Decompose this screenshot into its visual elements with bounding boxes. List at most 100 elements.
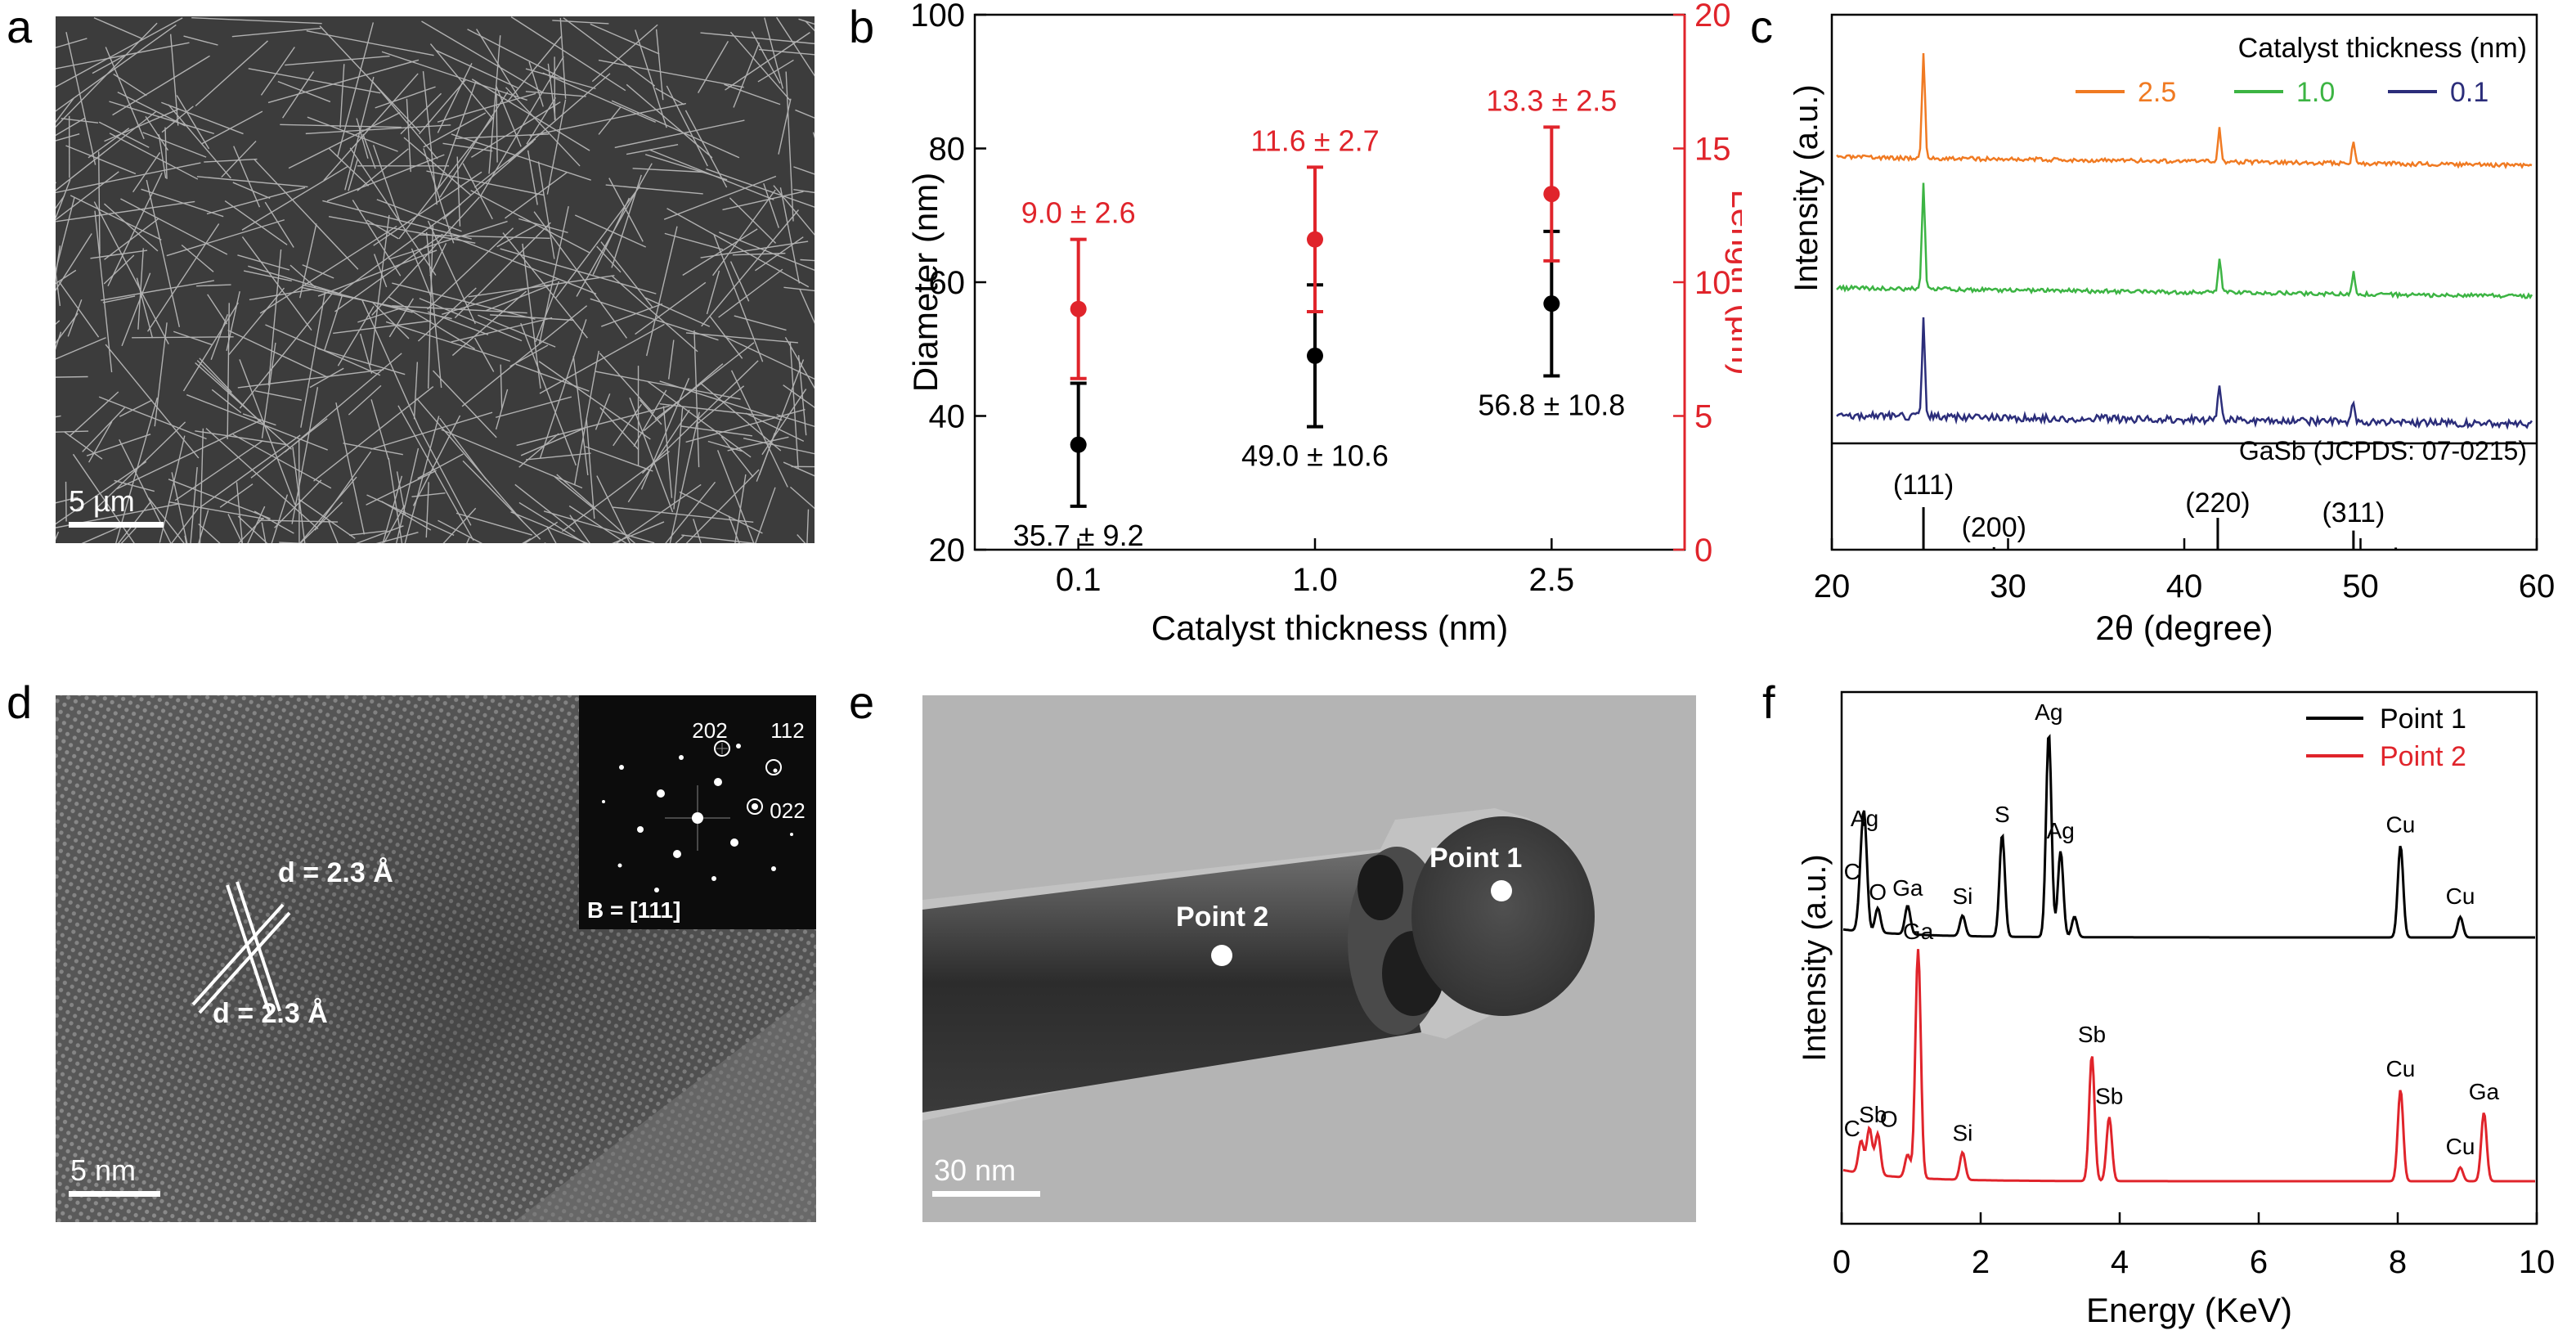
panel-label-d: d (7, 676, 33, 728)
fft-spot-2: 112 (770, 718, 804, 743)
chart-b-ytick-right-label: 10 (1694, 265, 1731, 301)
chart-f-peak-label: S (1995, 802, 2010, 827)
chart-c-ref-label: GaSb (JCPDS: 07-0215) (2239, 436, 2527, 465)
scale-bar-d (69, 1191, 160, 1197)
chart-f-peak-label: Cu (2446, 1134, 2475, 1159)
fft-spot-3: 022 (770, 798, 805, 823)
chart-c-legend-label: 0.1 (2450, 77, 2488, 108)
chart-f-peak-label: Cu (2386, 812, 2416, 838)
chart-b-ytick-right-label: 20 (1694, 0, 1731, 34)
chart-f-peak-label: Cu (2386, 1056, 2416, 1081)
chart-c-xtick-label: 40 (2166, 569, 2203, 605)
chart-c-legend-label: 2.5 (2138, 77, 2176, 108)
chart-c-legend-title: Catalyst thickness (nm) (2238, 33, 2527, 64)
fft-pattern: 202 112 022 B = [111] (587, 718, 806, 923)
scale-bar-a (69, 522, 164, 528)
chart-f-peak-label: Sb (2078, 1022, 2106, 1047)
chart-b-ytick-label: 100 (910, 0, 965, 34)
tem-image-tip: Point 1 Point 2 30 nm (922, 695, 1696, 1222)
chart-f-trace (1842, 949, 2535, 1183)
chart-f-peak-label: Ag (2047, 818, 2075, 843)
sem-image-nanowires: 5 µm (56, 16, 815, 543)
chart-c-trace (1836, 52, 2533, 169)
lattice-texture (56, 695, 816, 1222)
chart-f-legend-label: Point 1 (2380, 703, 2466, 735)
chart-f-xlabel: Energy (KeV) (2086, 1291, 2292, 1329)
chart-f-legend-label: Point 2 (2380, 741, 2466, 772)
chart-f-peak-label: C (1844, 1116, 1860, 1141)
fft-inset: 202 112 022 B = [111] (579, 695, 816, 929)
chart-f-peak-label: Ag (2035, 699, 2062, 725)
chart-f-peak-label: C (1844, 859, 1860, 884)
chart-f-peak-label: Ga (1892, 875, 1923, 901)
chart-b-diameter-length: 20 40 60 80 100 0 5 10 15 20 0.1 1.0 2.5 35.7 ± 9.… (906, 0, 1742, 647)
chart-b-ytick-label: 20 (929, 533, 966, 569)
chart-b-point (1307, 231, 1323, 248)
chart-c-xlabel: 2θ (degree) (2095, 609, 2273, 647)
chart-c-ref-label: (111) (1893, 470, 1954, 501)
chart-b-data-label: 13.3 ± 2.5 (1486, 83, 1617, 117)
chart-f-peak-label: Ga (2469, 1079, 2500, 1104)
scale-bar-e (932, 1191, 1040, 1197)
chart-b-ytick-right-label: 15 (1694, 132, 1731, 168)
chart-f-peak-label: Sb (2095, 1084, 2123, 1109)
chart-f-peak-label: O (1869, 879, 1887, 905)
panel-label-b: b (849, 1, 875, 52)
chart-c-ref-label: (311) (2322, 497, 2385, 528)
chart-b-ytick-label: 60 (929, 265, 966, 301)
chart-b-point (1543, 295, 1560, 312)
panel-label-a: a (7, 1, 33, 52)
chart-c-ref-label: (200) (1962, 512, 2026, 543)
chart-f-trace (1842, 734, 2535, 939)
chart-f-xtick-label: 4 (2111, 1244, 2129, 1280)
chart-b-point (1543, 186, 1560, 203)
scale-label-e: 30 nm (934, 1153, 1016, 1187)
chart-c-xtick-label: 50 (2342, 569, 2379, 605)
panel-label-c: c (1750, 1, 1773, 52)
chart-b-xtick-label: 2.5 (1529, 562, 1575, 598)
chart-f-peak-label: Ag (1851, 806, 1878, 831)
chart-c-ylabel: Intensity (a.u.) (1788, 84, 1824, 291)
chart-b-xtick-label: 1.0 (1292, 562, 1338, 598)
nanowire-lines (56, 16, 815, 543)
chart-c-ref-label: (220) (2185, 488, 2250, 519)
chart-b-ytick-label: 80 (929, 132, 966, 168)
chart-f-xtick-label: 10 (2519, 1244, 2556, 1280)
chart-c-xtick-label: 30 (1990, 569, 2026, 605)
chart-b-xlabel: Catalyst thickness (nm) (1151, 609, 1508, 647)
chart-b-data-label: 56.8 ± 10.8 (1478, 388, 1625, 421)
chart-c-trace (1836, 317, 2533, 430)
panel-label-e: e (849, 676, 875, 728)
chart-b-ylabel: Diameter (nm) (906, 173, 945, 392)
d-spacing-label-1: d = 2.3 Å (278, 857, 393, 888)
zone-axis-label: B = [111] (587, 897, 680, 923)
chart-b-ytick-right-label: 0 (1694, 533, 1712, 569)
chart-f-ylabel: Intensity (a.u.) (1797, 854, 1833, 1061)
chart-c-trace (1836, 182, 2533, 299)
chart-f-peak-label: Ga (1903, 919, 1934, 944)
d-spacing-label-2: d = 2.3 Å (213, 998, 328, 1029)
chart-c-legend-label: 1.0 (2296, 77, 2335, 108)
scale-label-d: 5 nm (70, 1153, 137, 1187)
chart-b-data-label: 49.0 ± 10.6 (1241, 439, 1389, 473)
fft-spot-1: 202 (692, 718, 727, 743)
point-2-label: Point 2 (1176, 901, 1269, 933)
chart-b-point (1307, 347, 1323, 364)
chart-c-xtick-label: 20 (1814, 569, 1851, 605)
chart-b-data-label: 11.6 ± 2.7 (1250, 124, 1379, 157)
chart-f-peak-label: Si (1952, 1120, 1972, 1145)
chart-b-ytick-right-label: 5 (1694, 399, 1712, 435)
point-1-label: Point 1 (1429, 843, 1523, 874)
chart-f-peak-label: O (1880, 1107, 1898, 1132)
chart-f-peak-label: Cu (2446, 883, 2475, 909)
chart-f-xtick-label: 8 (2389, 1244, 2407, 1280)
chart-b-point (1070, 436, 1087, 453)
chart-b-data-label: 35.7 ± 9.2 (1013, 519, 1144, 552)
chart-f-xtick-label: 6 (2250, 1244, 2268, 1280)
panel-label-f: f (1762, 676, 1775, 728)
chart-b-point (1070, 300, 1087, 317)
chart-f-peak-label: Si (1952, 883, 1972, 909)
chart-b-ylabel-right: Length (µm) (1725, 189, 1742, 375)
scale-label-a: 5 µm (69, 484, 135, 518)
